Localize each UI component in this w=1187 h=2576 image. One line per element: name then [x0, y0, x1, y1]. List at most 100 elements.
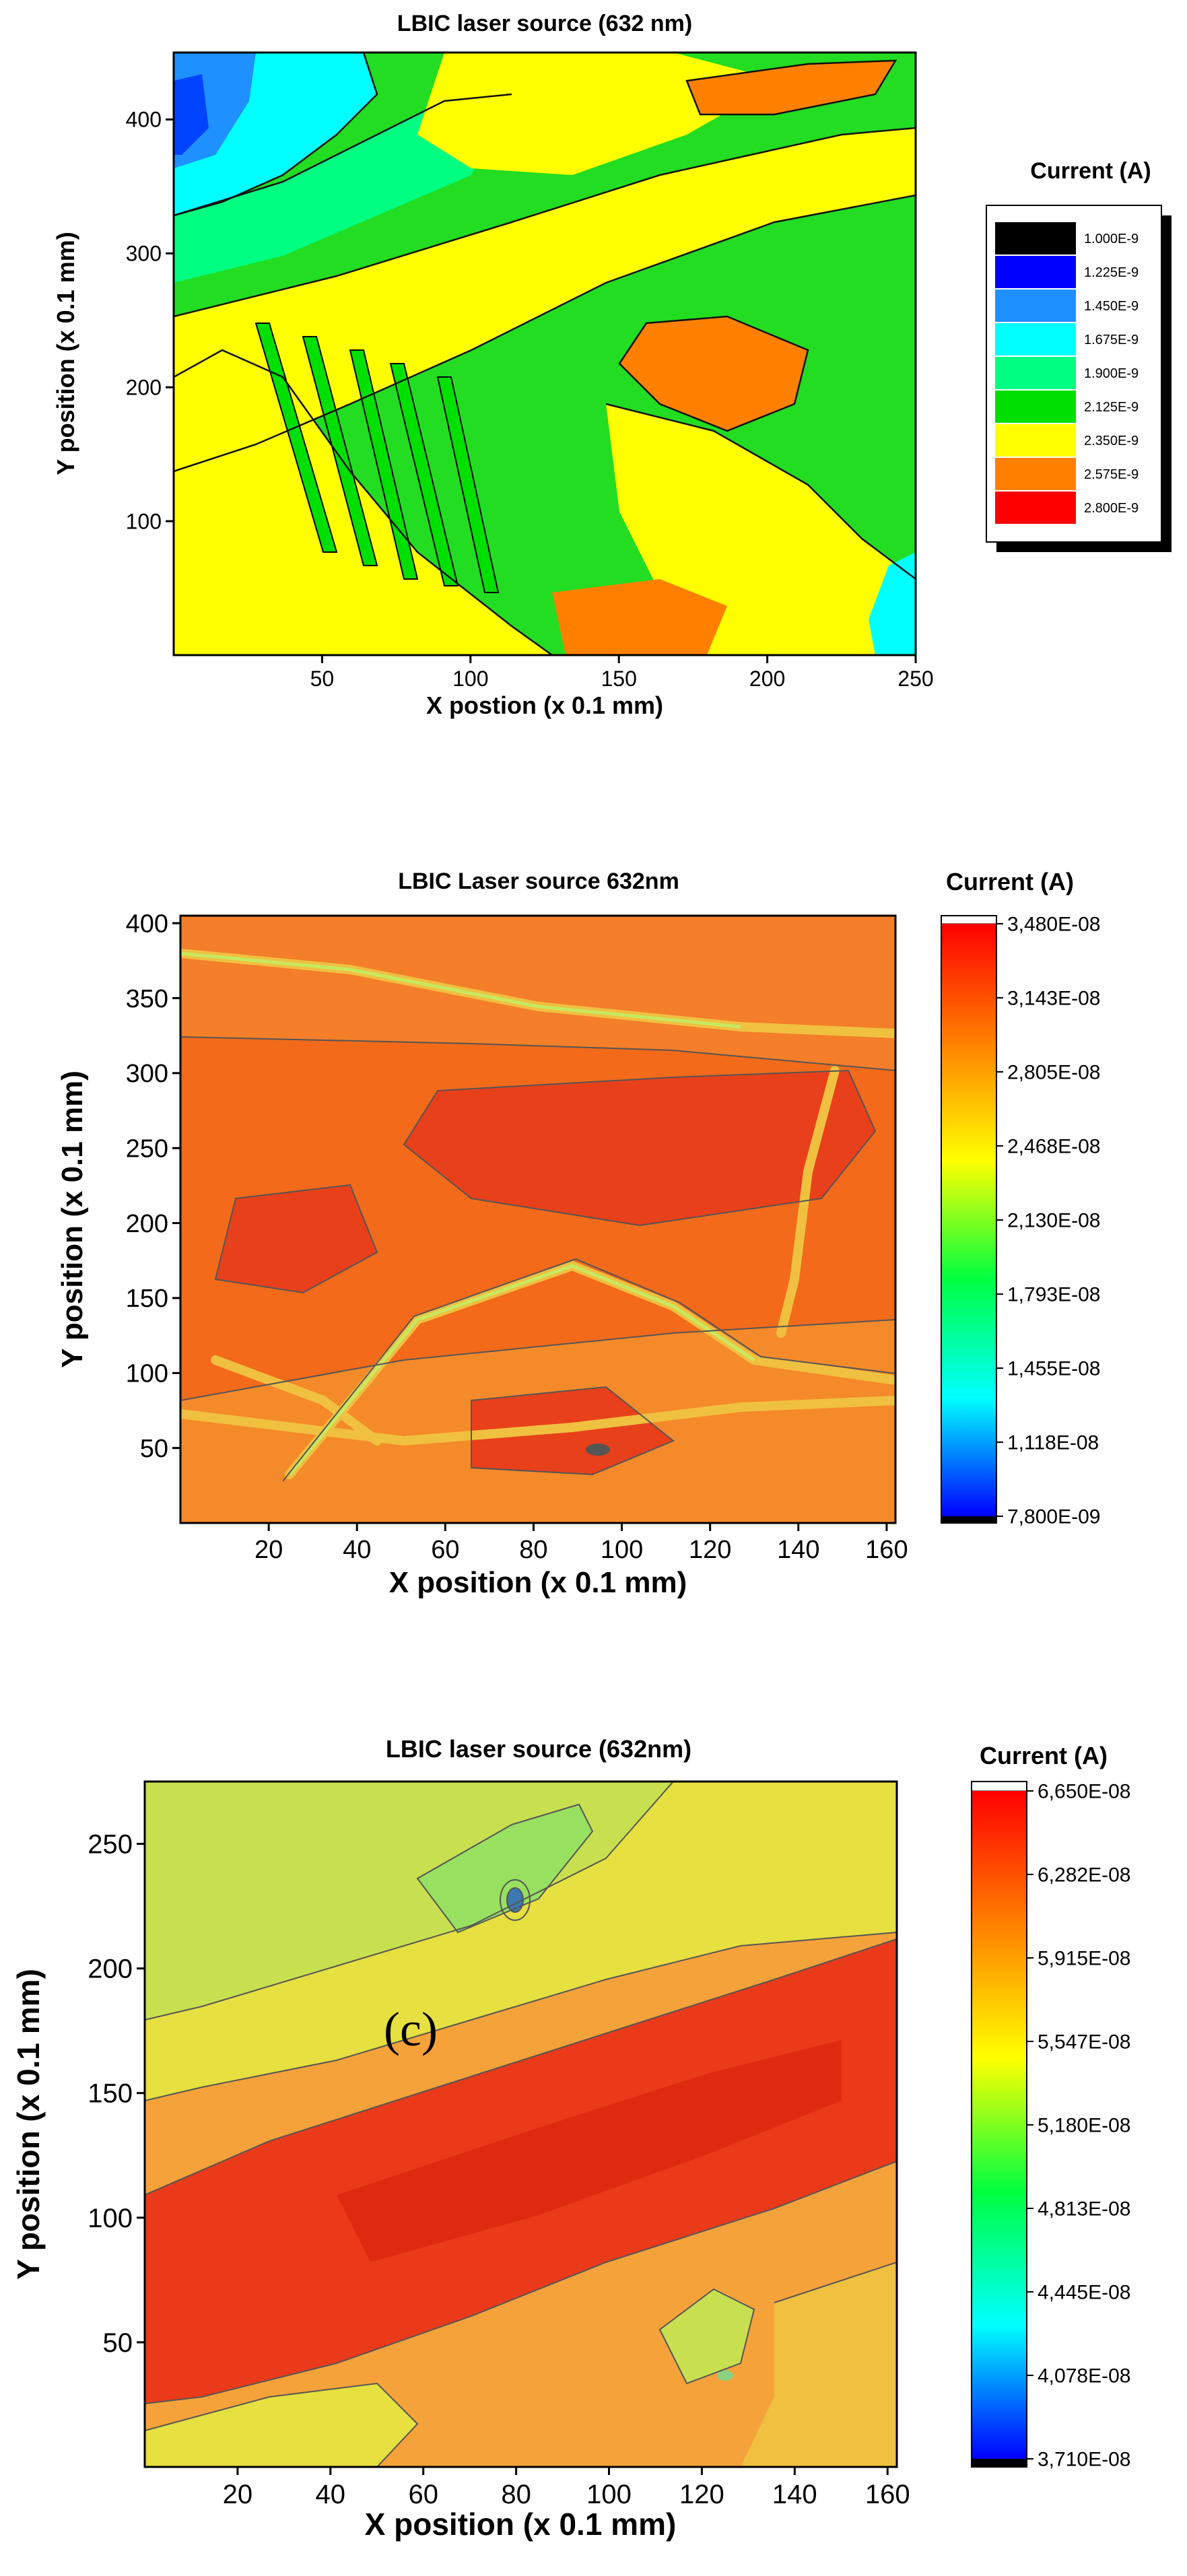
chart-b-xtick-label: 60 — [431, 1536, 459, 1564]
chart-c-colorbar — [972, 1791, 1027, 2459]
chart-a-legend-swatch — [995, 222, 1076, 255]
chart-b-xlabel: X position (x 0.1 mm) — [389, 1566, 687, 1599]
chart-b-colorbar-label: 1,118E-08 — [1007, 1432, 1099, 1454]
chart-c-svg: LBIC laser source (632nm) — [11, 1735, 1130, 2542]
chart-b-xtick-label: 160 — [865, 1536, 908, 1564]
chart-c-plot-area — [145, 1782, 897, 2467]
chart-b-svg: LBIC Laser source 632nm — [56, 868, 1100, 1599]
chart-a-legend-swatch — [995, 424, 1076, 456]
chart-c-colorbar-label: 5,180E-08 — [1038, 2115, 1130, 2137]
chart-c-annotation: (c) — [384, 2002, 438, 2056]
chart-c-colorbar-label: 5,547E-08 — [1038, 2031, 1130, 2054]
chart-a-legend-label: 1.450E-9 — [1084, 299, 1139, 314]
chart-c-xtick-label: 160 — [865, 2480, 910, 2509]
chart-b-colorbar-label: 2,468E-08 — [1007, 1136, 1100, 1158]
chart-c-ytick-label: 50 — [103, 2328, 133, 2358]
chart-a-xtick-label: 100 — [452, 667, 488, 691]
chart-b-ytick-label: 50 — [140, 1435, 168, 1463]
chart-panel-b: LBIC Laser source 632nm — [0, 848, 1187, 1710]
chart-a-legend-label: 1.900E-9 — [1084, 366, 1139, 381]
chart-b-colorbar — [941, 924, 996, 1516]
chart-a-ytick-label: 300 — [126, 242, 162, 266]
chart-a-region-springgreen — [174, 94, 512, 283]
chart-a-ylabel: Y position (x 0.1 mm) — [52, 232, 79, 475]
chart-b-xtick-label: 20 — [255, 1536, 283, 1564]
chart-b-colorbar-label: 1,793E-08 — [1007, 1284, 1100, 1306]
chart-a-contours — [174, 53, 916, 655]
chart-a-xtick-label: 150 — [601, 667, 637, 691]
chart-b-colorbar-label: 2,130E-08 — [1007, 1210, 1100, 1232]
chart-c-colorbar-bottom-cap — [972, 2459, 1027, 2467]
chart-a-xtick-label: 50 — [310, 667, 335, 691]
chart-c-ytick-label: 100 — [88, 2204, 133, 2233]
chart-c-xtick-label: 140 — [772, 2480, 817, 2509]
chart-b-ytick-label: 350 — [126, 985, 168, 1013]
chart-a-svg: LBIC laser source (632 nm) — [52, 11, 1172, 719]
chart-b-plot-area — [180, 916, 895, 1523]
chart-a-ytick-label: 200 — [126, 375, 162, 399]
chart-a-legend-label: 2.350E-9 — [1084, 434, 1139, 448]
chart-c-region-green-blob — [417, 1804, 592, 1932]
chart-a-plot-area — [174, 53, 916, 655]
chart-b-xtick-label: 140 — [777, 1536, 819, 1564]
chart-c-xtick-label: 20 — [223, 2480, 253, 2509]
chart-b-colorbar-label: 3,143E-08 — [1007, 988, 1100, 1010]
chart-a-ytick-label: 400 — [126, 108, 162, 132]
chart-c-xlabel: X position (x 0.1 mm) — [365, 2507, 677, 2542]
chart-b-region-red-1 — [404, 1071, 875, 1225]
chart-c-colorbar-label: 4,813E-08 — [1038, 2198, 1130, 2221]
chart-a-legend-entries: 1.000E-9 1.225E-9 1.450E-9 1.675E-9 1.900E-9… — [995, 222, 1139, 524]
chart-b-ytick-label: 400 — [126, 910, 168, 938]
chart-b-colorbar-title: Current (A) — [946, 868, 1074, 895]
chart-c-ytick-label: 250 — [88, 1830, 133, 1860]
chart-b-colorbar-label: 2,805E-08 — [1007, 1062, 1100, 1084]
chart-c-axes: 20 40 60 80 100 120 140 160 50 100 150 200 250 — [88, 1830, 910, 2509]
chart-a-title: LBIC laser source (632 nm) — [397, 11, 692, 36]
chart-a-legend-swatch — [995, 357, 1076, 389]
chart-a-region-cyan-br — [869, 552, 916, 655]
chart-c-xtick-label: 80 — [501, 2480, 531, 2509]
chart-b-region-red-2 — [215, 1185, 377, 1293]
chart-panel-c: LBIC laser source (632nm) — [0, 1724, 1187, 2576]
chart-b-ytick-label: 150 — [126, 1285, 168, 1313]
chart-b-ytick-label: 250 — [126, 1135, 168, 1163]
chart-b-ytick-label: 200 — [126, 1210, 168, 1238]
chart-c-small-spot — [717, 2370, 733, 2381]
chart-a-ytick-label: 100 — [126, 509, 162, 533]
chart-c-colorbar-label: 3,710E-08 — [1038, 2449, 1130, 2471]
chart-c-colorbar-ticks: 3,710E-08 4,078E-08 4,445E-08 4,813E-08 5,18… — [1027, 1781, 1130, 2471]
chart-a-legend-label: 1.000E-9 — [1084, 232, 1139, 246]
chart-a-legend-label: 1.225E-9 — [1084, 265, 1139, 280]
chart-b-xtick-label: 80 — [519, 1536, 547, 1564]
chart-c-region-lower-yellow — [145, 2383, 417, 2467]
chart-a-region-blue — [174, 74, 209, 155]
chart-b-xtick-label: 100 — [601, 1536, 643, 1564]
chart-c-xtick-label: 120 — [679, 2480, 724, 2509]
chart-c-colorbar-label: 5,915E-08 — [1038, 1948, 1130, 1970]
chart-a-xtick-label: 250 — [897, 667, 933, 691]
chart-a-stripes — [255, 323, 500, 593]
chart-c-xtick-label: 40 — [316, 2480, 346, 2509]
chart-c-frame — [143, 1780, 898, 2468]
chart-a-legend-label: 1.675E-9 — [1084, 333, 1139, 347]
chart-b-axes: 20 40 60 80 100 120 140 160 50 100 150 200 250 300 350… — [126, 910, 908, 1564]
chart-c-region-lower-right — [741, 2262, 897, 2467]
chart-a-xlabel: X postion (x 0.1 mm) — [426, 691, 663, 719]
chart-c-title: LBIC laser source (632nm) — [386, 1735, 691, 1763]
chart-a-legend-swatch — [995, 256, 1076, 288]
chart-c-colorbar-label: 4,078E-08 — [1038, 2365, 1130, 2387]
chart-c-ytick-label: 150 — [88, 2079, 133, 2109]
chart-b-colorbar-label: 3,480E-08 — [1007, 914, 1100, 936]
chart-a-region-orange-3 — [552, 579, 727, 655]
chart-a-legend-title: Current (A) — [1030, 158, 1151, 184]
chart-a-legend-label: 2.125E-9 — [1084, 400, 1139, 415]
chart-c-colorbar-top-cap — [971, 1781, 1027, 1792]
chart-c-ylabel: Y position (x 0.1 mm) — [11, 1969, 46, 2280]
chart-b-title: LBIC Laser source 632nm — [398, 869, 679, 894]
chart-a-frame — [172, 51, 917, 656]
chart-a-legend-swatch — [995, 391, 1076, 423]
chart-b-bands-inner — [180, 951, 755, 1476]
chart-b-ytick-label: 100 — [126, 1360, 168, 1388]
chart-c-xtick-label: 100 — [586, 2480, 632, 2509]
chart-c-ytick-label: 200 — [88, 1955, 133, 1984]
